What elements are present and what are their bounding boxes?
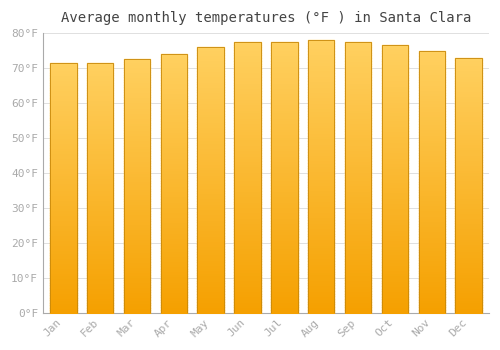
Bar — [234, 42, 261, 313]
Title: Average monthly temperatures (°F ) in Santa Clara: Average monthly temperatures (°F ) in Sa… — [60, 11, 471, 25]
Bar — [271, 42, 297, 313]
Bar — [87, 63, 114, 313]
Bar — [160, 54, 187, 313]
Bar — [124, 60, 150, 313]
Bar — [308, 40, 334, 313]
Bar — [418, 51, 445, 313]
Bar — [418, 51, 445, 313]
Bar — [234, 42, 261, 313]
Bar — [308, 40, 334, 313]
Bar — [50, 63, 76, 313]
Bar — [198, 47, 224, 313]
Bar — [382, 46, 408, 313]
Bar — [345, 42, 372, 313]
Bar — [456, 58, 482, 313]
Bar — [124, 60, 150, 313]
Bar — [198, 47, 224, 313]
Bar — [271, 42, 297, 313]
Bar — [382, 46, 408, 313]
Bar — [345, 42, 372, 313]
Bar — [87, 63, 114, 313]
Bar — [160, 54, 187, 313]
Bar — [456, 58, 482, 313]
Bar — [50, 63, 76, 313]
